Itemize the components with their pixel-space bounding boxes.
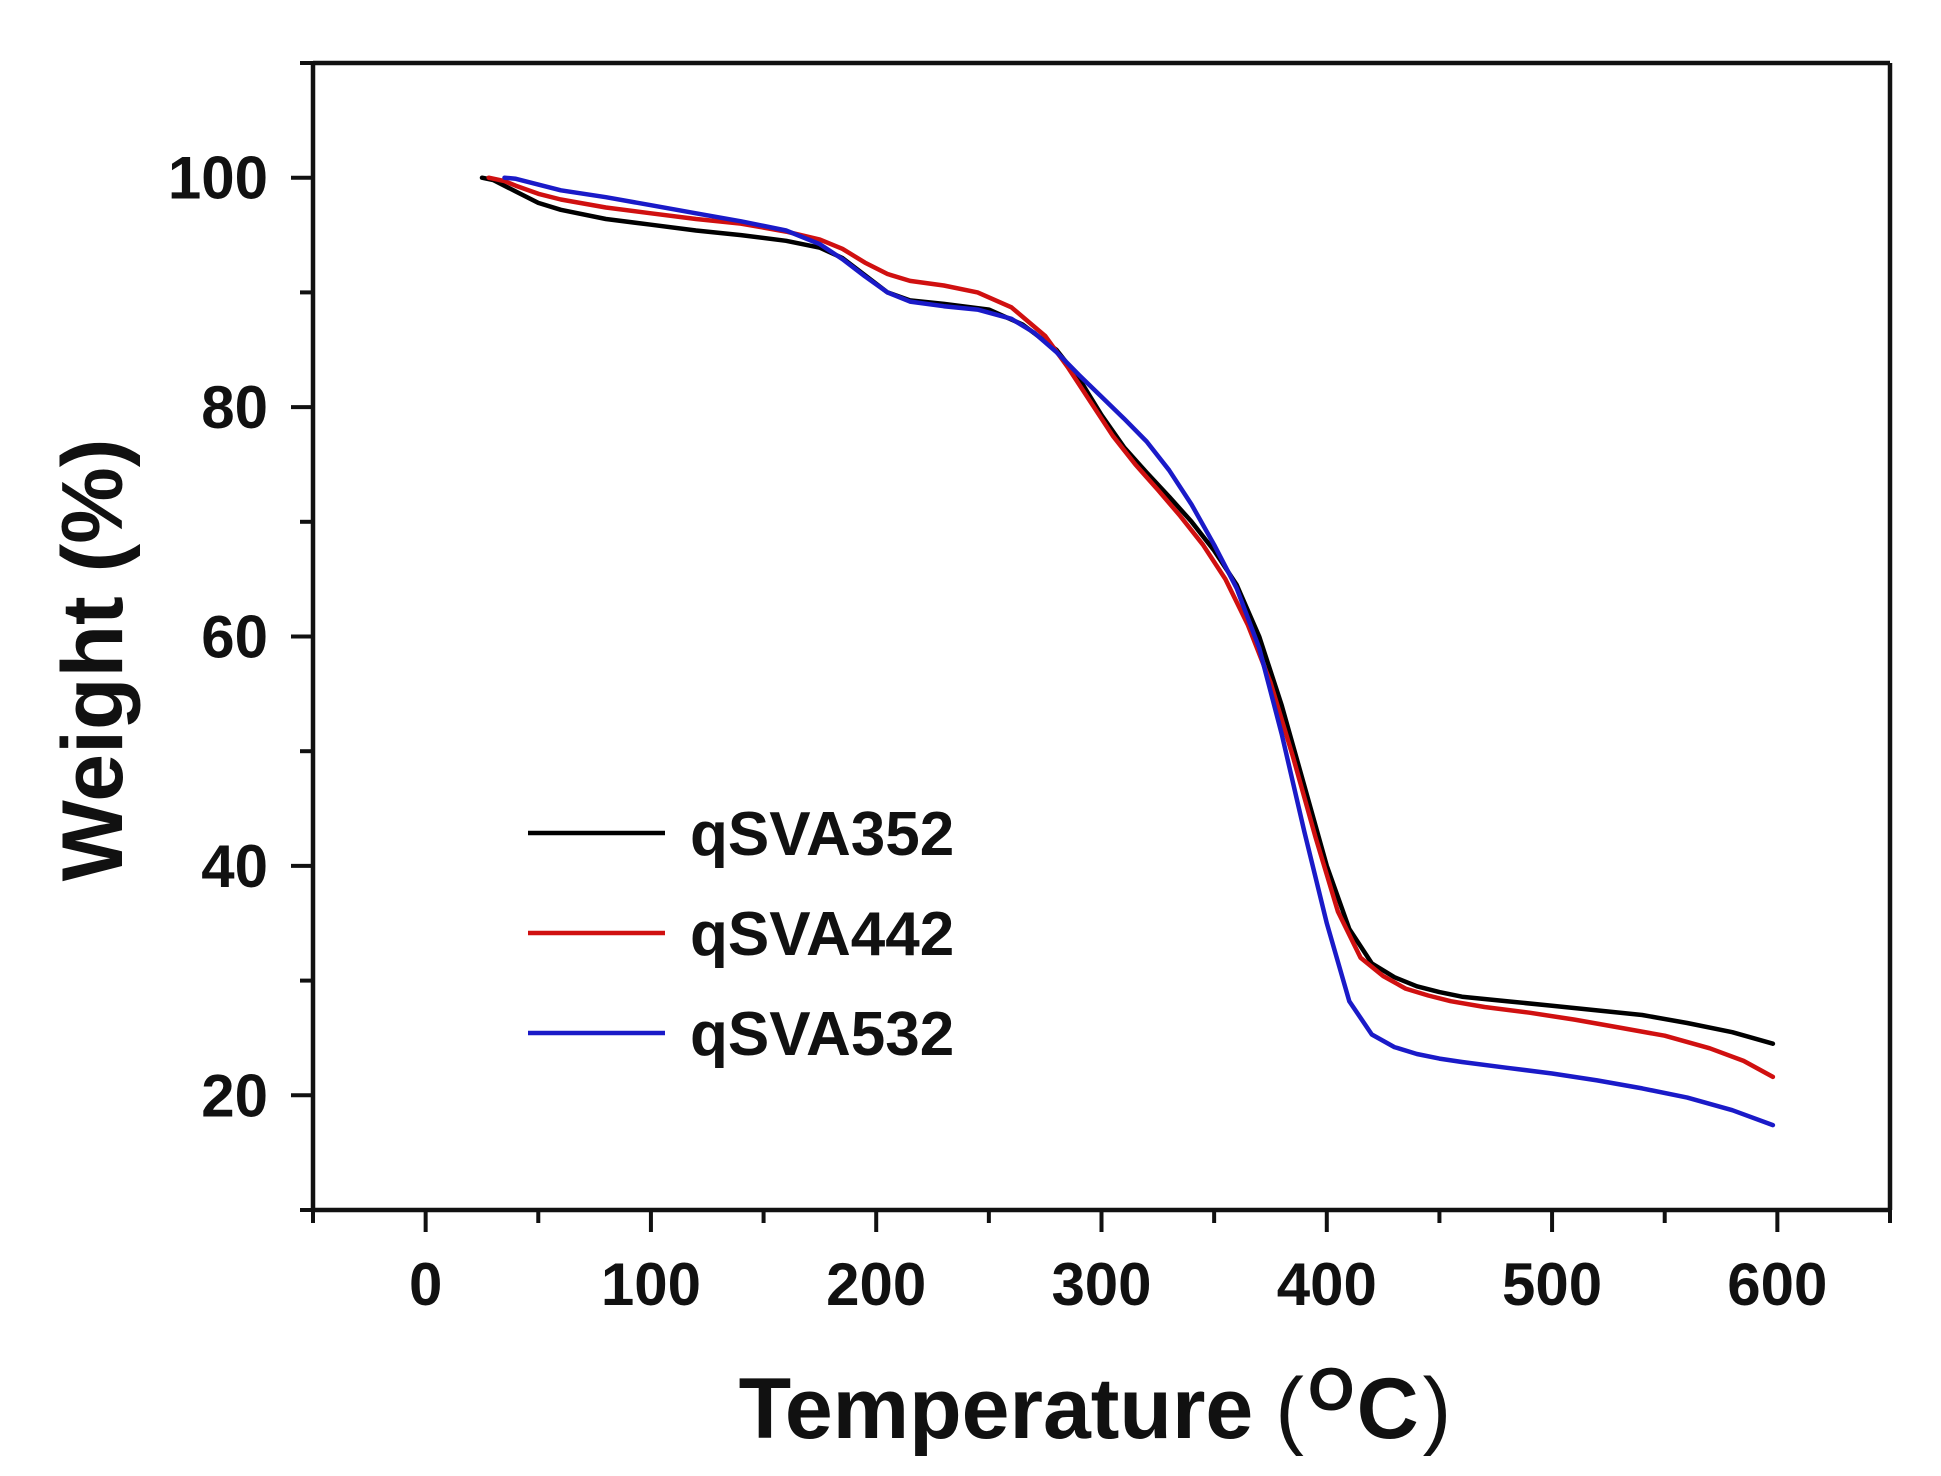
y-tick-label: 20 xyxy=(201,1062,268,1129)
y-tick-label: 60 xyxy=(201,604,268,671)
x-axis-unit-superscript: O xyxy=(1308,1356,1355,1423)
series-line-qsva442 xyxy=(486,175,1776,1080)
x-tick-label: 500 xyxy=(1502,1251,1602,1318)
x-axis-title-open-paren: ( xyxy=(1275,1361,1304,1457)
series-line-qsva532 xyxy=(502,175,1776,1128)
legend-label-qsva442: qSVA442 xyxy=(690,900,954,969)
x-tick-label: 0 xyxy=(409,1251,442,1318)
x-tick-label: 400 xyxy=(1277,1251,1377,1318)
x-tick-label: 200 xyxy=(826,1251,926,1318)
y-tick-label: 40 xyxy=(201,833,268,900)
x-axis-title: Temperature (OC) xyxy=(739,1356,1452,1457)
series-lines xyxy=(479,175,1776,1128)
x-axis-title-text: Temperature xyxy=(739,1361,1254,1457)
x-tick-label: 600 xyxy=(1727,1251,1827,1318)
x-axis-title-close-paren: ) xyxy=(1423,1361,1452,1457)
axis-ticks xyxy=(291,61,1892,1232)
plot-frame xyxy=(310,60,1893,1213)
y-axis-title: Weight (%) xyxy=(45,439,141,882)
x-tick-label: 100 xyxy=(601,1251,701,1318)
legend-label-qsva352: qSVA352 xyxy=(690,800,954,869)
tick-labels: 0 100 200 300 400 500 600 20 40 60 80 100 xyxy=(168,145,1828,1318)
y-tick-label: 80 xyxy=(201,374,268,441)
x-tick-label: 300 xyxy=(1051,1251,1151,1318)
x-axis-unit: C xyxy=(1357,1361,1419,1457)
series-line-qsva352 xyxy=(479,175,1776,1046)
legend: qSVA352 qSVA442 qSVA532 xyxy=(528,800,954,1069)
y-tick-label: 100 xyxy=(168,145,268,212)
legend-label-qsva532: qSVA532 xyxy=(690,1000,954,1069)
